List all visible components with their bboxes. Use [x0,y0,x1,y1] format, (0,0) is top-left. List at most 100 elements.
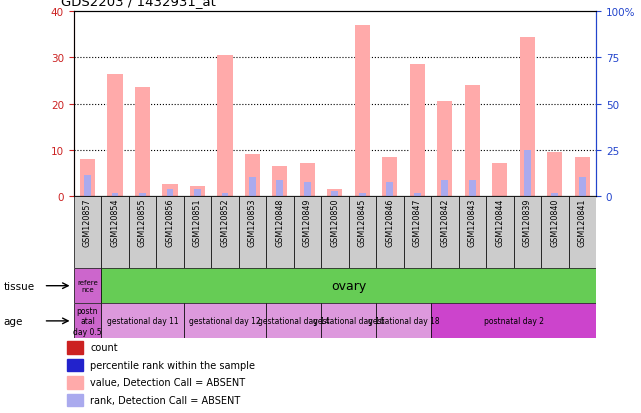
Text: GSM120841: GSM120841 [578,198,587,247]
Bar [355,26,370,196]
Text: value, Detection Call = ABSENT: value, Detection Call = ABSENT [90,377,246,387]
Bar [112,194,119,196]
Bar [84,176,91,196]
Bar [321,304,376,339]
Bar [414,194,421,196]
Text: GSM120856: GSM120856 [165,198,174,247]
Text: GSM120843: GSM120843 [468,198,477,247]
Text: GSM120839: GSM120839 [523,198,532,247]
Bar [359,194,366,196]
Text: GSM120850: GSM120850 [330,198,340,247]
Bar [569,196,596,268]
Bar [74,268,101,304]
Bar [541,196,569,268]
Bar [294,196,321,268]
Bar [80,159,95,196]
Bar [465,86,480,196]
Bar [129,196,156,268]
Bar [101,196,129,268]
Text: ovary: ovary [331,280,366,292]
Bar [74,304,101,339]
Bar [162,185,178,196]
Bar [135,88,150,196]
Bar [579,178,586,196]
Bar [184,304,266,339]
Bar [74,196,101,268]
Bar [524,150,531,196]
Text: GSM120852: GSM120852 [221,198,229,247]
Text: gestational day 16: gestational day 16 [313,317,385,325]
Bar [410,65,425,196]
Bar [222,194,228,196]
Text: age: age [3,316,22,326]
Bar [67,394,83,406]
Bar [167,189,173,196]
Bar [67,341,83,354]
Bar [217,56,233,196]
Text: GSM120846: GSM120846 [385,198,394,247]
Bar [139,194,146,196]
Text: GSM120845: GSM120845 [358,198,367,247]
Text: GSM120857: GSM120857 [83,198,92,247]
Bar [575,157,590,196]
Text: postn
atal
day 0.5: postn atal day 0.5 [73,306,102,336]
Text: GSM120854: GSM120854 [110,198,119,247]
Text: gestational day 12: gestational day 12 [189,317,261,325]
Text: gestational day 14: gestational day 14 [258,317,329,325]
Bar [349,196,376,268]
Text: GSM120847: GSM120847 [413,198,422,247]
Bar [266,304,321,339]
Bar [184,196,211,268]
Bar [67,358,83,371]
Text: GDS2203 / 1432931_at: GDS2203 / 1432931_at [61,0,216,8]
Text: postnatal day 2: postnatal day 2 [484,317,544,325]
Text: GSM120842: GSM120842 [440,198,449,247]
Bar [108,74,122,196]
Bar [459,196,486,268]
Text: gestational day 18: gestational day 18 [368,317,440,325]
Bar [492,164,508,196]
Text: rank, Detection Call = ABSENT: rank, Detection Call = ABSENT [90,395,240,405]
Bar [376,304,431,339]
Bar [437,102,453,196]
Bar [266,196,294,268]
Text: refere
nce: refere nce [77,280,98,292]
Text: GSM120853: GSM120853 [248,198,257,247]
Bar [238,196,266,268]
Bar [431,304,596,339]
Text: GSM120848: GSM120848 [276,198,285,247]
Bar [469,180,476,196]
Text: tissue: tissue [3,281,35,291]
Bar [304,183,311,196]
Bar [245,155,260,196]
Text: GSM120851: GSM120851 [193,198,202,247]
Bar [156,196,184,268]
Text: gestational day 11: gestational day 11 [106,317,178,325]
Bar [551,194,558,196]
Bar [442,180,448,196]
Text: percentile rank within the sample: percentile rank within the sample [90,360,255,370]
Bar [520,38,535,196]
Bar [547,152,562,196]
Bar [249,178,256,196]
Bar [486,196,513,268]
Bar [67,376,83,389]
Bar [272,166,288,196]
Bar [276,180,283,196]
Bar [431,196,459,268]
Bar [300,164,315,196]
Bar [331,192,338,196]
Bar [387,183,394,196]
Bar [376,196,404,268]
Bar [321,196,349,268]
Bar [194,189,201,196]
Bar [513,196,541,268]
Text: GSM120840: GSM120840 [551,198,560,247]
Bar [211,196,238,268]
Bar [328,189,342,196]
Bar [101,304,184,339]
Bar [404,196,431,268]
Text: GSM120849: GSM120849 [303,198,312,247]
Text: GSM120844: GSM120844 [495,198,504,247]
Bar [190,187,205,196]
